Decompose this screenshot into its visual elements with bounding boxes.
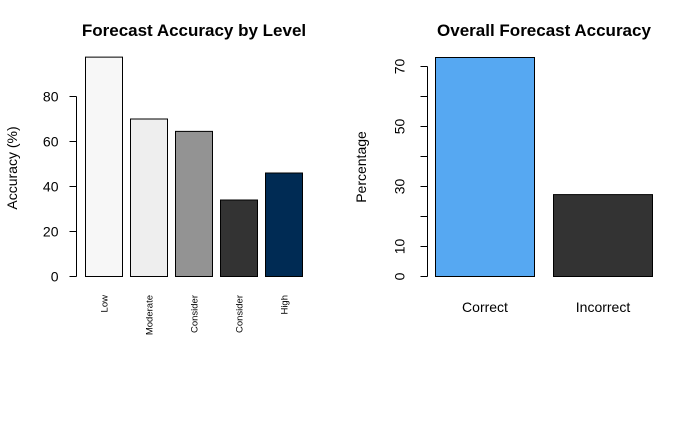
bar-series bbox=[435, 57, 653, 278]
bar bbox=[553, 194, 653, 278]
y-axis: 0 20 40 60 80 bbox=[43, 89, 77, 285]
y-axis: 0 10 30 50 70 bbox=[392, 59, 428, 280]
bar-series bbox=[85, 56, 303, 277]
accuracy-by-level-chart: Forecast Accuracy by Level Accuracy (%) … bbox=[4, 21, 306, 335]
y-tick-label: 20 bbox=[43, 224, 59, 240]
y-tick-label: 40 bbox=[43, 179, 59, 195]
bar bbox=[85, 56, 123, 277]
y-tick-label: 0 bbox=[51, 269, 59, 285]
x-tick-label: Incorrect bbox=[576, 299, 631, 315]
x-tick-label: Correct bbox=[462, 299, 508, 315]
x-tick-label: Moderate bbox=[145, 295, 156, 335]
bar bbox=[265, 172, 303, 277]
y-tick-label: 80 bbox=[43, 89, 59, 105]
y-tick-label: 0 bbox=[392, 272, 408, 280]
y-axis-label: Percentage bbox=[353, 131, 369, 203]
y-tick-label: 70 bbox=[392, 59, 408, 75]
y-tick-label: 60 bbox=[43, 134, 59, 150]
bar bbox=[435, 57, 535, 277]
overall-accuracy-chart: Overall Forecast Accuracy Percentage 0 10… bbox=[353, 21, 653, 315]
y-axis-label: Accuracy (%) bbox=[4, 126, 20, 209]
bar bbox=[220, 199, 258, 277]
x-tick-label: Low bbox=[100, 295, 111, 313]
x-tick-label: High bbox=[280, 295, 291, 315]
x-tick-labels: Low Moderate Consider Consider High bbox=[100, 295, 291, 335]
bar bbox=[130, 118, 168, 277]
y-tick-label: 50 bbox=[392, 119, 408, 135]
y-tick-label: 30 bbox=[392, 179, 408, 195]
x-tick-label: Consider bbox=[190, 295, 201, 333]
x-tick-label: Consider bbox=[235, 295, 246, 333]
chart-title: Overall Forecast Accuracy bbox=[437, 21, 651, 40]
bar bbox=[175, 130, 213, 277]
chart-title: Forecast Accuracy by Level bbox=[82, 21, 306, 40]
y-tick-label: 10 bbox=[392, 239, 408, 255]
x-tick-labels: Correct Incorrect bbox=[462, 299, 630, 315]
